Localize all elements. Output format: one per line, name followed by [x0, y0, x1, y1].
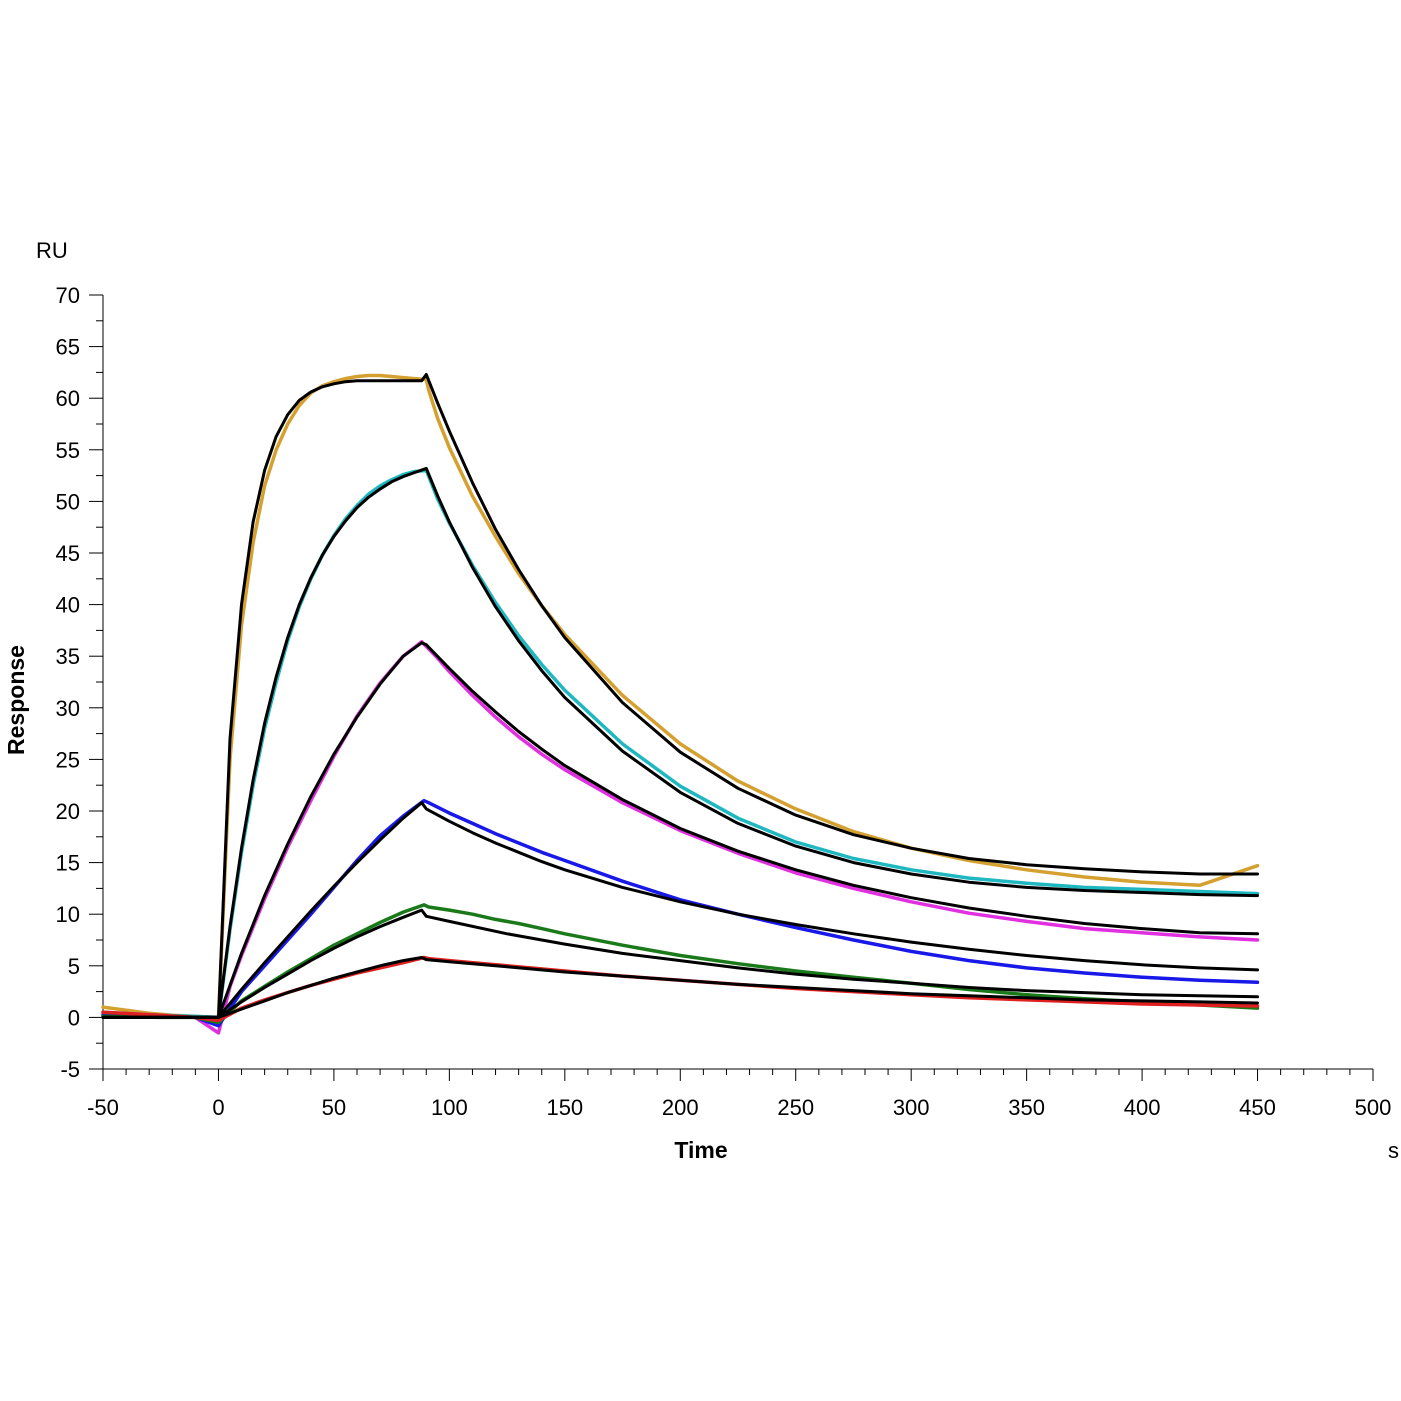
- fit-curve-9: [101, 801, 1259, 1019]
- y-tick-label: 10: [56, 902, 80, 927]
- fit-curve-8: [101, 641, 1259, 1019]
- y-axis-title: Response: [3, 645, 29, 755]
- x-tick-label: 200: [662, 1095, 699, 1120]
- x-tick-label: 250: [777, 1095, 814, 1120]
- y-tick-label: 50: [56, 489, 80, 514]
- x-unit-label: s: [1388, 1138, 1399, 1163]
- x-tick-label: 450: [1239, 1095, 1276, 1120]
- y-tick-label: 45: [56, 541, 80, 566]
- y-unit-label: RU: [36, 238, 68, 263]
- x-tick-label: 100: [431, 1095, 468, 1120]
- y-tick-label: 65: [56, 335, 80, 360]
- y-tick-label: 15: [56, 851, 80, 876]
- y-tick-label: 0: [68, 1005, 80, 1030]
- y-tick-label: 35: [56, 644, 80, 669]
- x-tick-label: -50: [87, 1095, 119, 1120]
- y-tick-label: 30: [56, 696, 80, 721]
- fit-curve-10: [101, 908, 1259, 1019]
- fit-curve-6: [101, 373, 1259, 1019]
- y-tick-label: 25: [56, 747, 80, 772]
- measured-curve-5: [101, 955, 1260, 1023]
- y-tick-label: 70: [56, 283, 80, 308]
- x-tick-label: 350: [1008, 1095, 1045, 1120]
- x-tick-label: 150: [546, 1095, 583, 1120]
- plot-area: [101, 373, 1260, 1035]
- axes: -50 0 50 100 150 200 250 300 350 400 450 500-505101…: [56, 283, 1392, 1120]
- x-tick-label: 300: [893, 1095, 930, 1120]
- y-tick-label: 60: [56, 386, 80, 411]
- measured-curve-3: [101, 798, 1260, 1028]
- y-tick-label: 55: [56, 438, 80, 463]
- fit-curve-11: [101, 956, 1259, 1019]
- x-axis-title: Time: [674, 1137, 727, 1163]
- fit-curve-7: [101, 466, 1259, 1019]
- y-tick-label: 20: [56, 799, 80, 824]
- x-tick-label: 500: [1355, 1095, 1392, 1120]
- x-tick-label: 0: [212, 1095, 224, 1120]
- x-tick-label: 50: [322, 1095, 346, 1120]
- x-tick-label: 400: [1124, 1095, 1161, 1120]
- y-tick-label: 5: [68, 954, 80, 979]
- y-tick-label: -5: [60, 1057, 80, 1082]
- measured-curve-0: [101, 373, 1260, 1020]
- y-tick-label: 40: [56, 593, 80, 618]
